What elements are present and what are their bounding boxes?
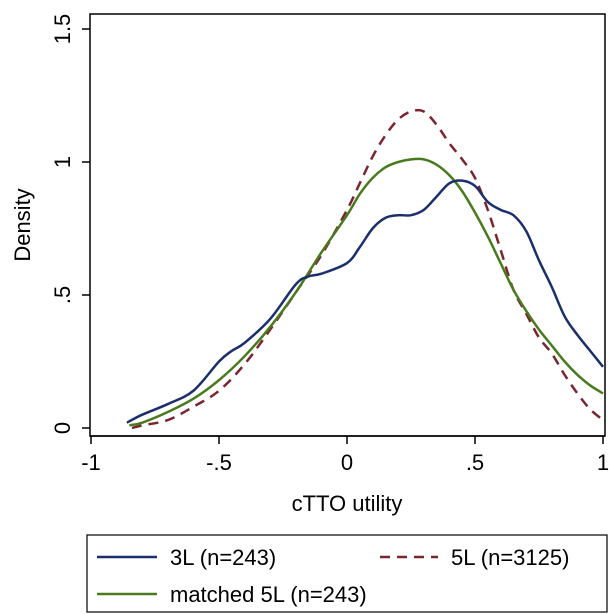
y-tick-label: 1.5 (50, 14, 75, 45)
x-tick-label: 0 (341, 450, 353, 475)
legend-box (86, 534, 608, 613)
x-axis-title: cTTO utility (292, 491, 403, 516)
y-tick-label: 0 (50, 422, 75, 434)
series-line-matched-5l (129, 157, 604, 427)
series-line-5l (131, 108, 604, 430)
legend-label-5l: 5L (n=3125) (451, 545, 569, 570)
series-line-3l (126, 179, 604, 424)
series-lines (126, 108, 604, 430)
x-tick-label: -1 (81, 450, 101, 475)
legend-label-3l: 3L (n=243) (170, 545, 276, 570)
x-tick-label: -.5 (206, 450, 232, 475)
y-tick-label: 1 (50, 156, 75, 168)
y-axis: 0 .5 1 1.5 (50, 14, 90, 434)
y-tick-label: .5 (50, 286, 75, 304)
legend: 3L (n=243) 5L (n=3125) matched 5L (n=243… (86, 534, 608, 613)
y-axis-title: Density (10, 188, 35, 261)
x-tick-label: 1 (597, 450, 609, 475)
legend-label-matched-5l: matched 5L (n=243) (170, 582, 367, 607)
x-axis: -1 -.5 0 .5 1 (81, 435, 609, 475)
plot-area (89, 13, 606, 437)
x-tick-label: .5 (466, 450, 484, 475)
